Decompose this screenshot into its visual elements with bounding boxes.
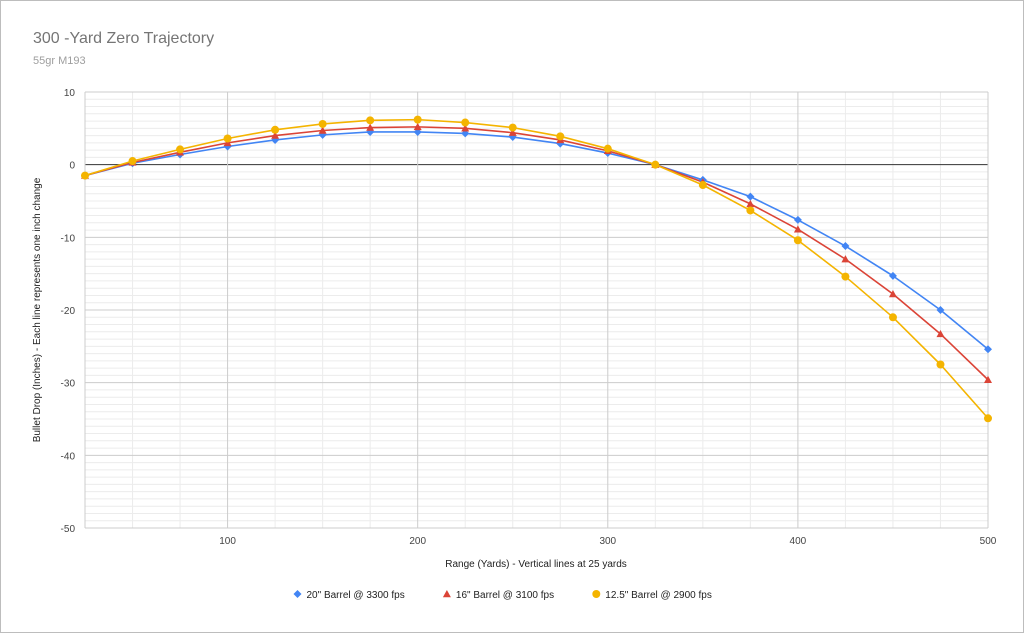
data-point-series-2 xyxy=(746,199,755,208)
legend-label-1: 20" Barrel @ 3300 fps xyxy=(307,590,405,601)
data-point-series-3 xyxy=(128,157,137,166)
data-point-series-3 xyxy=(746,206,755,215)
data-point-series-3 xyxy=(888,313,897,322)
y-tick-label: -20 xyxy=(61,306,76,317)
legend-marker-1 xyxy=(293,590,302,598)
x-tick-label: 300 xyxy=(599,536,616,547)
y-tick-label: -50 xyxy=(61,524,76,535)
x-tick-labels: 100 200 300 400 500 xyxy=(219,536,997,547)
data-point-series-2 xyxy=(366,123,375,131)
x-axis-title: Range (Yards) - Vertical lines at 25 yar… xyxy=(445,559,627,570)
data-point-series-3 xyxy=(223,134,232,143)
data-point-series-3 xyxy=(698,181,707,190)
data-point-series-3 xyxy=(508,123,517,132)
y-tick-labels: 10 0 -10 -20 -30 -40 -50 xyxy=(61,88,76,535)
data-point-series-2 xyxy=(793,225,802,233)
series-line-1 xyxy=(84,131,989,350)
legend-label-3: 12.5" Barrel @ 2900 fps xyxy=(605,590,712,601)
data-point-series-3 xyxy=(318,119,327,128)
data-point-series-2 xyxy=(413,122,422,131)
data-point-series-1 xyxy=(888,271,897,280)
data-point-series-2 xyxy=(841,255,850,263)
data-point-series-2 xyxy=(318,126,327,134)
data-point-series-2 xyxy=(271,131,280,139)
data-point-series-3 xyxy=(271,125,280,134)
x-tick-label: 200 xyxy=(409,536,426,547)
series-lines xyxy=(84,118,989,419)
data-point-series-1 xyxy=(746,192,755,201)
y-tick-label: -40 xyxy=(61,451,76,462)
x-tick-label: 100 xyxy=(219,536,236,547)
data-point-series-1 xyxy=(936,306,945,314)
chart-subtitle: 55gr M193 xyxy=(33,55,86,67)
series-line-2 xyxy=(84,126,989,381)
y-tick-label: -30 xyxy=(61,379,76,390)
data-point-series-2 xyxy=(461,124,470,132)
data-point-series-1 xyxy=(841,242,850,251)
data-point-series-1 xyxy=(984,345,992,354)
y-tick-label: 0 xyxy=(69,161,75,172)
legend-label-2: 16" Barrel @ 3100 fps xyxy=(456,590,554,601)
data-point-series-3 xyxy=(841,272,850,281)
legend-marker-2 xyxy=(442,590,451,598)
data-point-series-3 xyxy=(936,360,945,369)
data-point-series-3 xyxy=(556,132,565,141)
data-point-series-3 xyxy=(984,414,992,423)
y-axis-title: Bullet Drop (Inches) - Each line represe… xyxy=(32,177,43,442)
x-tick-label: 500 xyxy=(980,536,997,547)
data-point-series-3 xyxy=(461,118,470,127)
data-point-series-3 xyxy=(793,236,802,245)
legend: 20" Barrel @ 3300 fps 16" Barrel @ 3100 f… xyxy=(293,590,712,601)
data-point-series-1 xyxy=(413,127,422,136)
major-gridlines xyxy=(84,91,989,529)
data-point-series-3 xyxy=(366,116,375,125)
data-point-series-3 xyxy=(603,144,612,153)
data-point-series-2 xyxy=(984,375,992,383)
data-point-series-3 xyxy=(81,171,89,180)
y-tick-label: 10 xyxy=(64,88,76,99)
data-point-series-2 xyxy=(936,329,945,338)
x-tick-label: 400 xyxy=(790,536,807,547)
data-point-series-3 xyxy=(413,115,422,124)
legend-marker-3 xyxy=(592,590,601,598)
data-point-series-2 xyxy=(888,290,897,298)
data-point-series-1 xyxy=(366,127,375,136)
chart-title: 300 -Yard Zero Trajectory xyxy=(33,30,215,47)
series-markers xyxy=(81,115,992,423)
series-line-3 xyxy=(84,118,989,419)
data-point-series-2 xyxy=(508,128,517,136)
data-point-series-3 xyxy=(176,145,185,154)
data-point-series-3 xyxy=(651,160,660,169)
y-tick-label: -10 xyxy=(61,233,76,244)
data-point-series-1 xyxy=(793,215,802,224)
